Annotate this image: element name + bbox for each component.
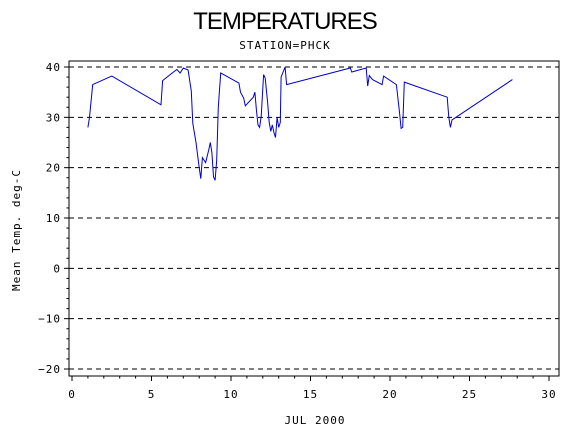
x-tick-label: 5: [148, 388, 156, 401]
x-axis: 0 5 10 15 20 25 30: [68, 376, 556, 401]
x-tick-label: 15: [303, 388, 318, 401]
y-tick-label: 40: [46, 61, 61, 74]
y-tick-label: 30: [46, 111, 61, 124]
series-line-0: [87, 66, 513, 181]
x-axis-label: JUL 2000: [285, 414, 346, 427]
y-tick-label: 20: [46, 162, 61, 175]
series-group: [87, 66, 513, 181]
grid-lines: [69, 66, 559, 370]
x-tick-label: 20: [382, 388, 397, 401]
x-tick-label: 10: [223, 388, 238, 401]
y-tick-label: 10: [46, 212, 61, 225]
y-tick-label: −10: [38, 313, 61, 326]
y-tick-label: −20: [38, 363, 61, 376]
x-tick-label: 25: [462, 388, 477, 401]
y-axis: −20 −10 0 10 20 30 40: [38, 61, 69, 376]
y-tick-label: 0: [53, 262, 61, 275]
chart-subtitle: STATION=PHCK: [239, 39, 330, 52]
x-tick-label: 30: [541, 388, 556, 401]
x-tick-label: 0: [68, 388, 76, 401]
chart-title: TEMPERATURES: [193, 8, 377, 35]
y-axis-label: Mean Temp. deg-C: [10, 169, 23, 291]
